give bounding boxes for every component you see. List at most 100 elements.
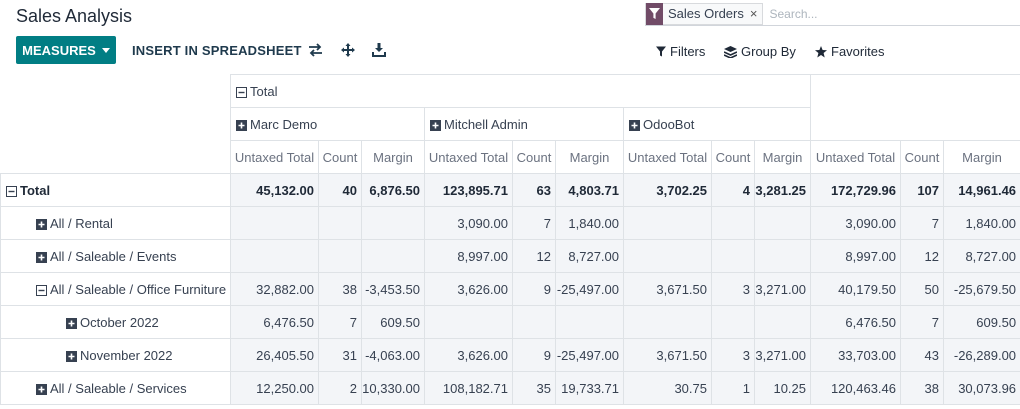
pivot-cell[interactable]: 30.75	[623, 371, 712, 405]
measure-header[interactable]: Count	[318, 140, 362, 174]
pivot-cell[interactable]: 32,882.00	[230, 272, 319, 306]
measure-header[interactable]: Margin	[943, 140, 1020, 174]
pivot-cell[interactable]: 609.50	[943, 305, 1020, 339]
pivot-cell[interactable]: -25,497.00	[555, 272, 624, 306]
row-header[interactable]: All / Saleable / Services	[0, 371, 231, 405]
measure-header[interactable]: Count	[512, 140, 556, 174]
pivot-cell[interactable]: 3,090.00	[810, 206, 902, 240]
pivot-cell[interactable]: 7	[318, 305, 362, 339]
pivot-cell[interactable]	[753, 239, 812, 273]
expand-all-icon[interactable]	[340, 42, 356, 58]
pivot-cell[interactable]: 35	[512, 371, 556, 405]
pivot-cell[interactable]: 7	[900, 305, 945, 339]
favorites-button[interactable]: Favorites	[815, 44, 884, 59]
pivot-cell[interactable]: 3,702.25	[623, 173, 712, 207]
pivot-cell[interactable]: 26,405.50	[230, 338, 319, 372]
pivot-cell[interactable]: 1,840.00	[943, 206, 1020, 240]
pivot-cell[interactable]: 3,271.00	[753, 338, 812, 372]
pivot-cell[interactable]: 3,671.50	[623, 272, 712, 306]
group-by-button[interactable]: Group By	[724, 44, 796, 59]
pivot-cell[interactable]: 45,132.00	[230, 173, 319, 207]
pivot-cell[interactable]	[512, 305, 556, 339]
pivot-cell[interactable]: 3	[711, 272, 755, 306]
col-header-group[interactable]: Marc Demo	[230, 107, 425, 141]
pivot-cell[interactable]: 8,997.00	[424, 239, 513, 273]
pivot-cell[interactable]: 172,729.96	[810, 173, 902, 207]
pivot-cell[interactable]: -3,453.50	[361, 272, 425, 306]
measures-button[interactable]: MEASURES	[16, 36, 116, 64]
measure-header[interactable]: Count	[900, 140, 945, 174]
row-header[interactable]: October 2022	[0, 305, 231, 339]
pivot-cell[interactable]	[361, 239, 425, 273]
pivot-cell[interactable]: 6,476.50	[810, 305, 902, 339]
pivot-cell[interactable]	[361, 206, 425, 240]
pivot-cell[interactable]	[753, 305, 812, 339]
pivot-cell[interactable]	[711, 206, 755, 240]
pivot-cell[interactable]: 6,876.50	[361, 173, 425, 207]
pivot-cell[interactable]	[230, 206, 319, 240]
measure-header[interactable]: Margin	[753, 140, 812, 174]
col-header-group[interactable]: OdooBot	[622, 107, 812, 141]
pivot-cell[interactable]	[711, 239, 755, 273]
pivot-cell[interactable]: -25,497.00	[555, 338, 624, 372]
pivot-cell[interactable]: 3	[711, 338, 755, 372]
pivot-cell[interactable]: 50	[900, 272, 945, 306]
measure-header[interactable]: Untaxed Total	[623, 140, 712, 174]
search-input[interactable]	[769, 6, 1010, 21]
pivot-cell[interactable]	[318, 239, 362, 273]
row-header[interactable]: Total	[0, 173, 231, 207]
pivot-cell[interactable]: 63	[512, 173, 556, 207]
pivot-cell[interactable]	[711, 305, 755, 339]
row-header[interactable]: All / Rental	[0, 206, 231, 240]
pivot-cell[interactable]: 3,626.00	[424, 338, 513, 372]
pivot-cell[interactable]	[230, 239, 319, 273]
pivot-cell[interactable]: 31	[318, 338, 362, 372]
insert-spreadsheet-button[interactable]: INSERT IN SPREADSHEET	[132, 43, 302, 58]
pivot-cell[interactable]: 4,803.71	[555, 173, 624, 207]
pivot-cell[interactable]: -25,679.50	[943, 272, 1020, 306]
pivot-cell[interactable]: 30,073.96	[943, 371, 1020, 405]
pivot-cell[interactable]: 19,733.71	[555, 371, 624, 405]
pivot-cell[interactable]: 40,179.50	[810, 272, 902, 306]
pivot-cell[interactable]	[753, 206, 812, 240]
measure-header[interactable]: Untaxed Total	[810, 140, 902, 174]
row-header[interactable]: All / Saleable / Office Furniture	[0, 272, 231, 306]
flip-axis-icon[interactable]	[307, 42, 323, 58]
pivot-cell[interactable]: 8,997.00	[810, 239, 902, 273]
facet-remove-button[interactable]: ×	[749, 6, 758, 21]
measure-header[interactable]: Margin	[361, 140, 425, 174]
pivot-cell[interactable]	[623, 239, 712, 273]
pivot-cell[interactable]: 12	[512, 239, 556, 273]
pivot-cell[interactable]: 7	[900, 206, 945, 240]
search-bar[interactable]: Sales Orders ×	[645, 2, 1020, 26]
pivot-cell[interactable]: 3,671.50	[623, 338, 712, 372]
pivot-cell[interactable]	[555, 305, 624, 339]
pivot-cell[interactable]: 1,840.00	[555, 206, 624, 240]
pivot-cell[interactable]: -4,063.00	[361, 338, 425, 372]
pivot-cell[interactable]: -26,289.00	[943, 338, 1020, 372]
pivot-cell[interactable]: 609.50	[361, 305, 425, 339]
pivot-cell[interactable]	[318, 206, 362, 240]
pivot-cell[interactable]: 10.25	[753, 371, 812, 405]
col-header-total[interactable]: Total	[229, 74, 812, 108]
measure-header[interactable]: Untaxed Total	[424, 140, 513, 174]
pivot-cell[interactable]: 38	[318, 272, 362, 306]
measure-header[interactable]: Count	[711, 140, 755, 174]
pivot-cell[interactable]: 40	[318, 173, 362, 207]
measure-header[interactable]: Margin	[555, 140, 624, 174]
pivot-cell[interactable]	[623, 305, 712, 339]
pivot-cell[interactable]: 12	[900, 239, 945, 273]
pivot-cell[interactable]: 8,727.00	[943, 239, 1020, 273]
pivot-cell[interactable]: 2	[318, 371, 362, 405]
pivot-cell[interactable]: 38	[900, 371, 945, 405]
pivot-cell[interactable]: 43	[900, 338, 945, 372]
pivot-cell[interactable]: 14,961.46	[943, 173, 1020, 207]
col-header-group[interactable]: Mitchell Admin	[424, 107, 624, 141]
pivot-cell[interactable]: 9	[512, 338, 556, 372]
pivot-cell[interactable]: 123,895.71	[424, 173, 513, 207]
pivot-cell[interactable]: 7	[512, 206, 556, 240]
row-header[interactable]: All / Saleable / Events	[0, 239, 231, 273]
download-icon[interactable]	[371, 42, 387, 58]
pivot-cell[interactable]	[623, 206, 712, 240]
pivot-cell[interactable]: 3,626.00	[424, 272, 513, 306]
